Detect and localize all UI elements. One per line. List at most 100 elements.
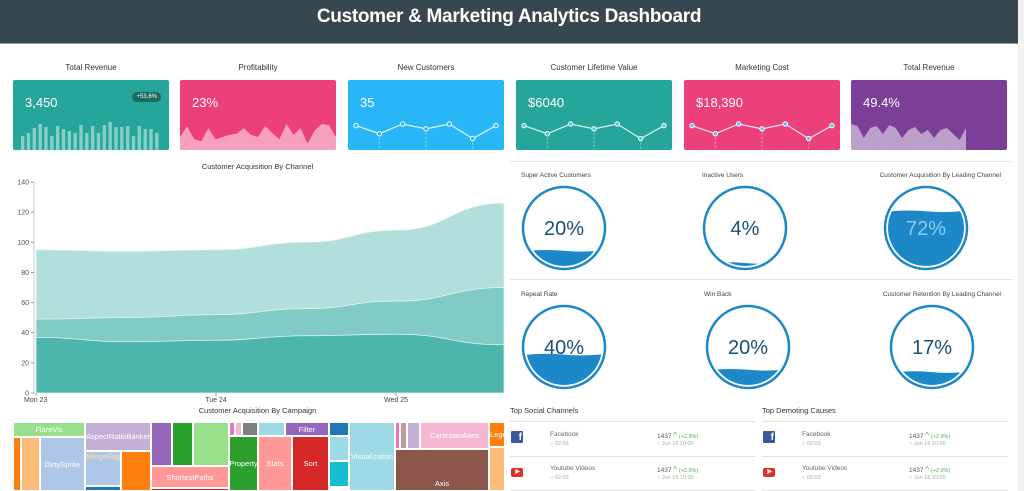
treemap-cell[interactable]	[489, 447, 505, 491]
metric: 1437 ^ (+2.9%)	[657, 465, 698, 474]
treemap-cell[interactable]: CartesianAxes	[420, 422, 489, 449]
kpi-label: Total Revenue	[903, 63, 955, 72]
area-chart-title: Customer Acquisition By Channel	[201, 162, 314, 171]
kpi-card[interactable]: 49.4%	[851, 80, 1007, 150]
treemap-cell[interactable]: Filter	[285, 422, 329, 436]
treemap-cell[interactable]: Sort	[292, 436, 329, 491]
duration: ○ 02:03	[802, 475, 821, 481]
gauge-value: 72%	[906, 218, 946, 240]
treemap-cell[interactable]: Legend	[489, 422, 505, 447]
change-badge: +53,6%	[132, 92, 161, 102]
treemap-cell[interactable]	[21, 437, 40, 491]
kpi-card[interactable]: 3,450 +53,6%	[13, 80, 169, 150]
treemap-cell[interactable]	[329, 422, 349, 436]
duration: ○ 02:03	[550, 441, 569, 447]
treemap-cell[interactable]	[407, 422, 420, 449]
gauge-value: 20%	[544, 218, 584, 240]
liquid-gauge: 20%	[705, 304, 791, 390]
duration-text: 02:03	[554, 475, 569, 481]
list-item[interactable]: ▶ Youtube Videos ○ 02:03 1437 ^ (+2.9%) ○ Ju…	[510, 465, 756, 491]
facebook-icon: f	[763, 431, 775, 443]
treemap-cell[interactable]	[395, 422, 400, 449]
kpi-card[interactable]: 23%	[180, 80, 336, 150]
treemap-cell[interactable]: AspectRatioBanker	[85, 422, 151, 451]
spark-bar	[96, 133, 101, 150]
kpi-value: $18,390	[696, 95, 743, 110]
page-title: Customer & Marketing Analytics Dashboard	[316, 6, 702, 27]
date-text: Jun 16 10:00	[661, 475, 694, 481]
y-tick-label: 60	[21, 300, 29, 307]
spark-bar	[149, 129, 153, 150]
treemap-cell[interactable]	[85, 486, 121, 491]
gauge-ring	[705, 304, 791, 390]
treemap-cell[interactable]	[151, 422, 172, 466]
treemap-cell[interactable]: ShortestPaths	[151, 466, 229, 488]
treemap-cell[interactable]: Axis	[395, 449, 489, 491]
spark-point	[567, 121, 574, 127]
gauge-label: Super Active Customers	[521, 172, 591, 179]
spark-point	[399, 121, 406, 127]
timestamp: ○ Jun 16 10:00	[909, 441, 946, 447]
spark-bar	[67, 131, 71, 150]
treemap-cell[interactable]	[121, 451, 151, 491]
kpi-label: Customer Lifetime Value	[550, 63, 638, 72]
scrollbar[interactable]	[1018, 0, 1024, 491]
treemap-cell[interactable]: Visualization	[349, 422, 395, 491]
treemap-cell[interactable]: DirtySprite	[40, 437, 85, 491]
timestamp: ○ Jun 16 10:00	[909, 475, 946, 481]
divider	[510, 161, 1013, 162]
list-title: Top Social Channels	[510, 406, 579, 415]
y-tick-label: 120	[17, 210, 29, 217]
list-item[interactable]: f Facebook ○ 02:03 1437 ^ (+2.9%) ○ Jun 16 1…	[762, 431, 1008, 457]
duration-text: 02:03	[806, 475, 821, 481]
spark-point	[805, 135, 812, 142]
spark-point	[759, 126, 765, 132]
metric: 1437 ^ (+2.9%)	[909, 431, 950, 440]
kpi-card[interactable]: $6040	[516, 80, 672, 150]
liquid-gauge: 4%	[702, 185, 788, 271]
treemap-cell[interactable]: FlareVis	[13, 422, 85, 437]
liquid-gauge: 40%	[521, 304, 607, 390]
treemap-cell[interactable]	[13, 437, 21, 491]
gauge-value: 20%	[728, 337, 768, 359]
spark-bar	[108, 122, 112, 150]
treemap-cell[interactable]	[400, 422, 407, 449]
kpi-card[interactable]: $18,390	[684, 80, 840, 150]
area-chart: 0 20 40 60 80 100 120 140 Mon 23 Tue 24 Wed 25	[17, 180, 505, 404]
treemap-cell[interactable]	[193, 422, 229, 466]
treemap-cell[interactable]	[242, 422, 258, 436]
timestamp: ○ Jun 16 10:00	[657, 441, 694, 447]
sparkline	[851, 124, 966, 150]
treemap-cell[interactable]: Property	[229, 436, 258, 491]
treemap-cell[interactable]	[235, 422, 242, 436]
list-item[interactable]: f Facebook ○ 02:03 1437 ^ (+2.9%) ○ Jun 16 1…	[510, 431, 756, 457]
spark-point	[735, 121, 742, 127]
treemap-cell[interactable]	[329, 436, 349, 461]
kpi-value: 49.4%	[863, 95, 900, 110]
clock-icon: ○	[802, 475, 806, 481]
treemap-cell[interactable]	[329, 461, 349, 487]
treemap-cell[interactable]	[172, 422, 193, 466]
x-tick-label: Wed 25	[384, 397, 408, 404]
metric: 1437 ^ (+2.9%)	[909, 465, 950, 474]
treemap-title: Customer Acquisition By Campaign	[198, 406, 317, 415]
duration-text: 02:03	[806, 441, 821, 447]
spark-bar	[91, 126, 95, 150]
divider	[762, 456, 1008, 457]
y-tick-label: 140	[17, 180, 29, 187]
spark-point	[591, 126, 597, 132]
gauge-label: Customer Acquisition By Leading Channel	[879, 172, 1001, 179]
spark-bar	[79, 125, 83, 150]
treemap-cell[interactable]	[258, 422, 285, 436]
treemap-cell[interactable]: Stats	[258, 436, 292, 491]
duration: ○ 02:03	[802, 441, 821, 447]
list-item[interactable]: ▶ Youtube Videos ○ 02:03 1437 ^ (+2.9%) ○ Ju…	[762, 465, 1008, 491]
spark-bar	[137, 126, 141, 150]
y-tick-label: 100	[17, 240, 29, 247]
treemap-cell[interactable]: MergeEdge	[85, 451, 121, 486]
metric-change: (+2.9%)	[930, 468, 951, 474]
arrow-up-icon: ^	[673, 431, 678, 440]
treemap-cell[interactable]	[229, 422, 235, 436]
kpi-card[interactable]: 35	[348, 80, 504, 150]
spark-bar	[26, 133, 31, 150]
